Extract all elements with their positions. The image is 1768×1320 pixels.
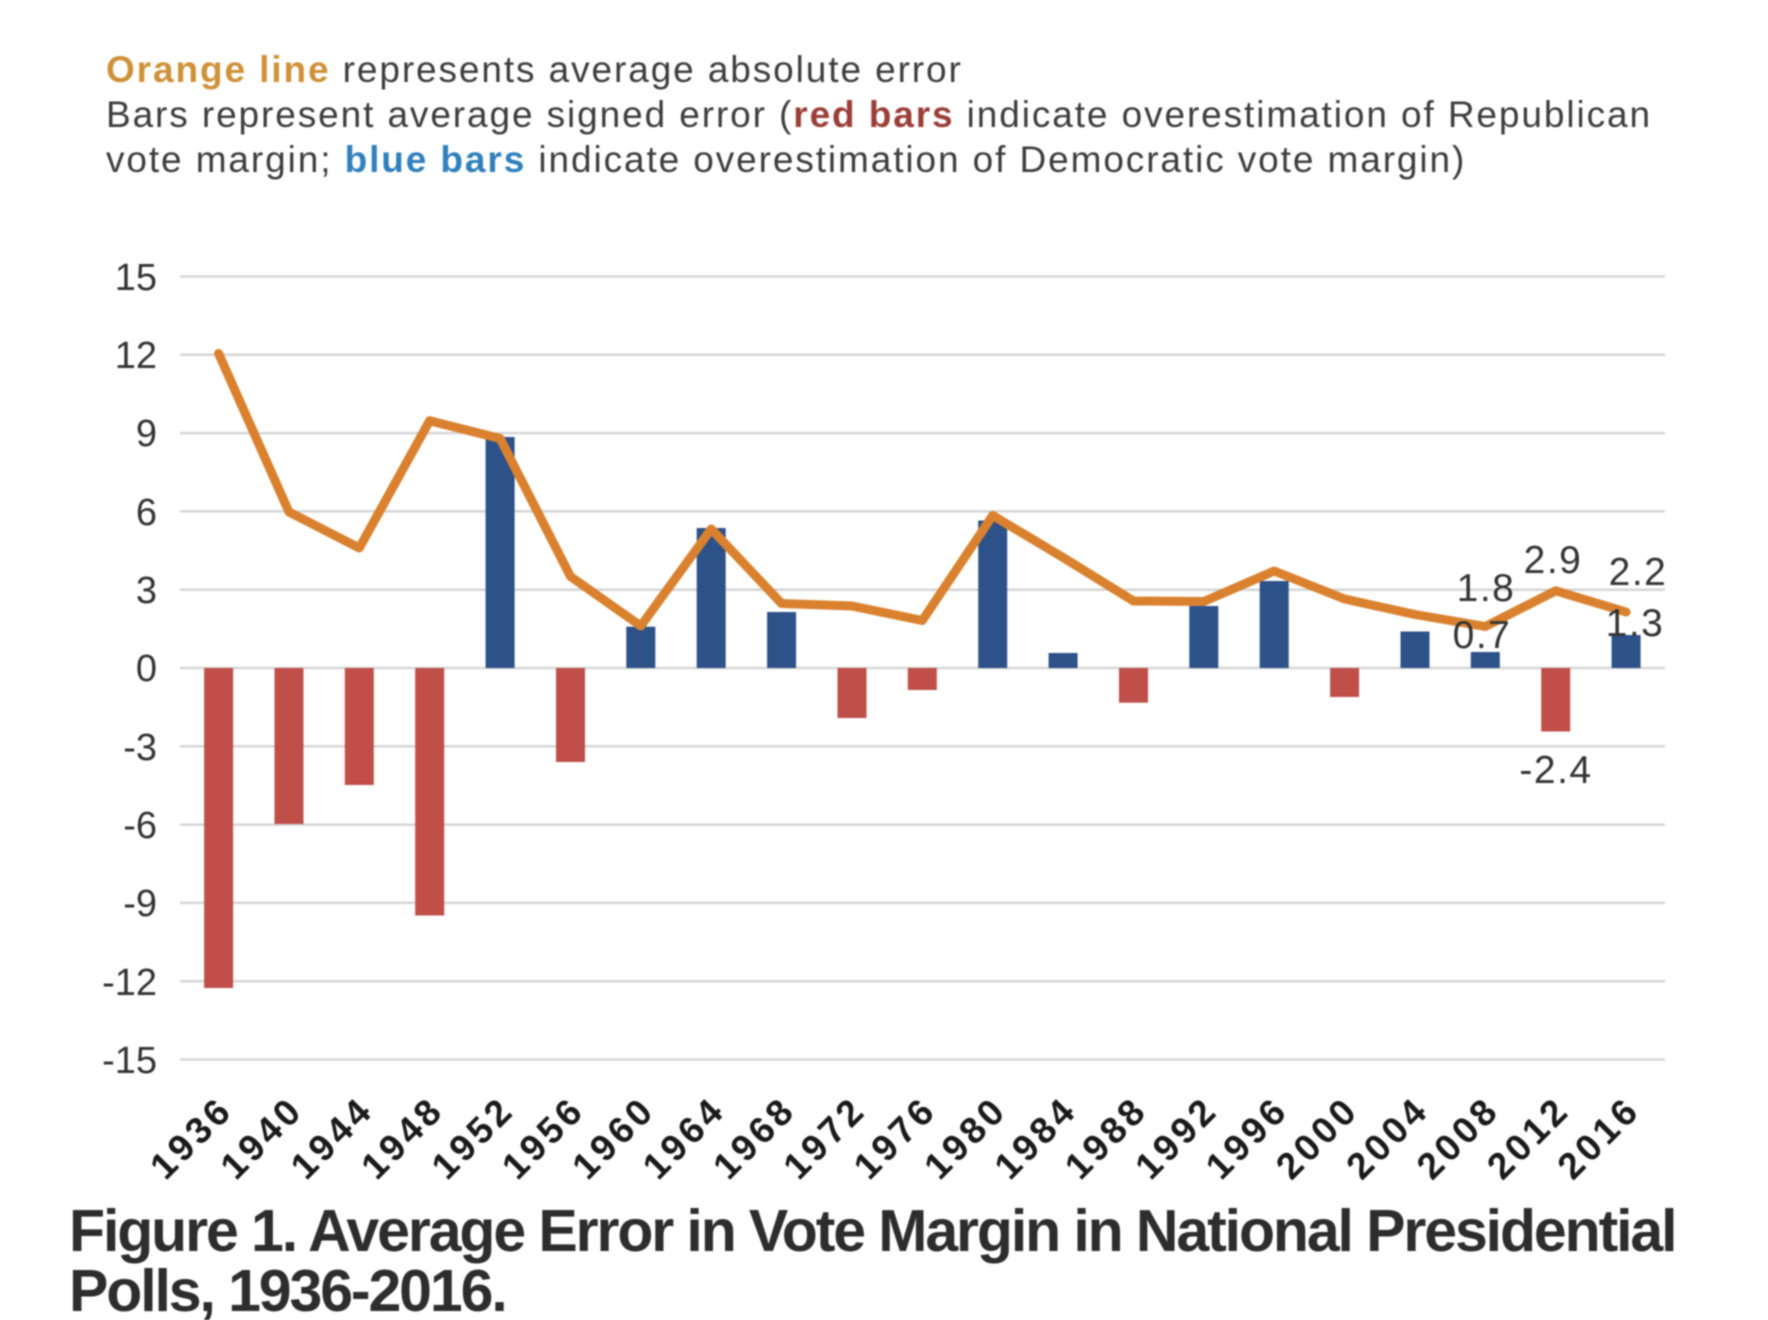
svg-text:-12: -12 xyxy=(102,962,157,1004)
svg-text:1.3: 1.3 xyxy=(1606,602,1665,645)
svg-text:Orange line represents average: Orange line represents average absolute … xyxy=(106,49,963,90)
svg-text:2.9: 2.9 xyxy=(1524,539,1583,582)
svg-text:Figure 1. Average Error in Vot: Figure 1. Average Error in Vote Margin i… xyxy=(69,1198,1675,1264)
svg-text:15: 15 xyxy=(115,257,157,299)
svg-text:6: 6 xyxy=(136,492,157,534)
svg-text:-6: -6 xyxy=(123,805,157,847)
svg-text:1.8: 1.8 xyxy=(1457,567,1516,610)
svg-text:0: 0 xyxy=(136,648,157,690)
svg-text:-9: -9 xyxy=(123,883,157,925)
svg-text:-2.4: -2.4 xyxy=(1519,749,1592,792)
svg-text:Polls, 1936-2016.: Polls, 1936-2016. xyxy=(69,1258,506,1320)
svg-text:2.2: 2.2 xyxy=(1609,551,1668,594)
svg-text:0.7: 0.7 xyxy=(1453,614,1512,657)
svg-text:3: 3 xyxy=(136,570,157,612)
svg-text:9: 9 xyxy=(136,413,157,455)
svg-text:-15: -15 xyxy=(102,1040,157,1082)
svg-text:-3: -3 xyxy=(123,727,157,769)
svg-text:vote margin; blue bars indicat: vote margin; blue bars indicate overesti… xyxy=(106,139,1466,180)
svg-text:Bars represent average signed: Bars represent average signed error (red… xyxy=(106,94,1652,135)
svg-text:12: 12 xyxy=(115,335,157,377)
